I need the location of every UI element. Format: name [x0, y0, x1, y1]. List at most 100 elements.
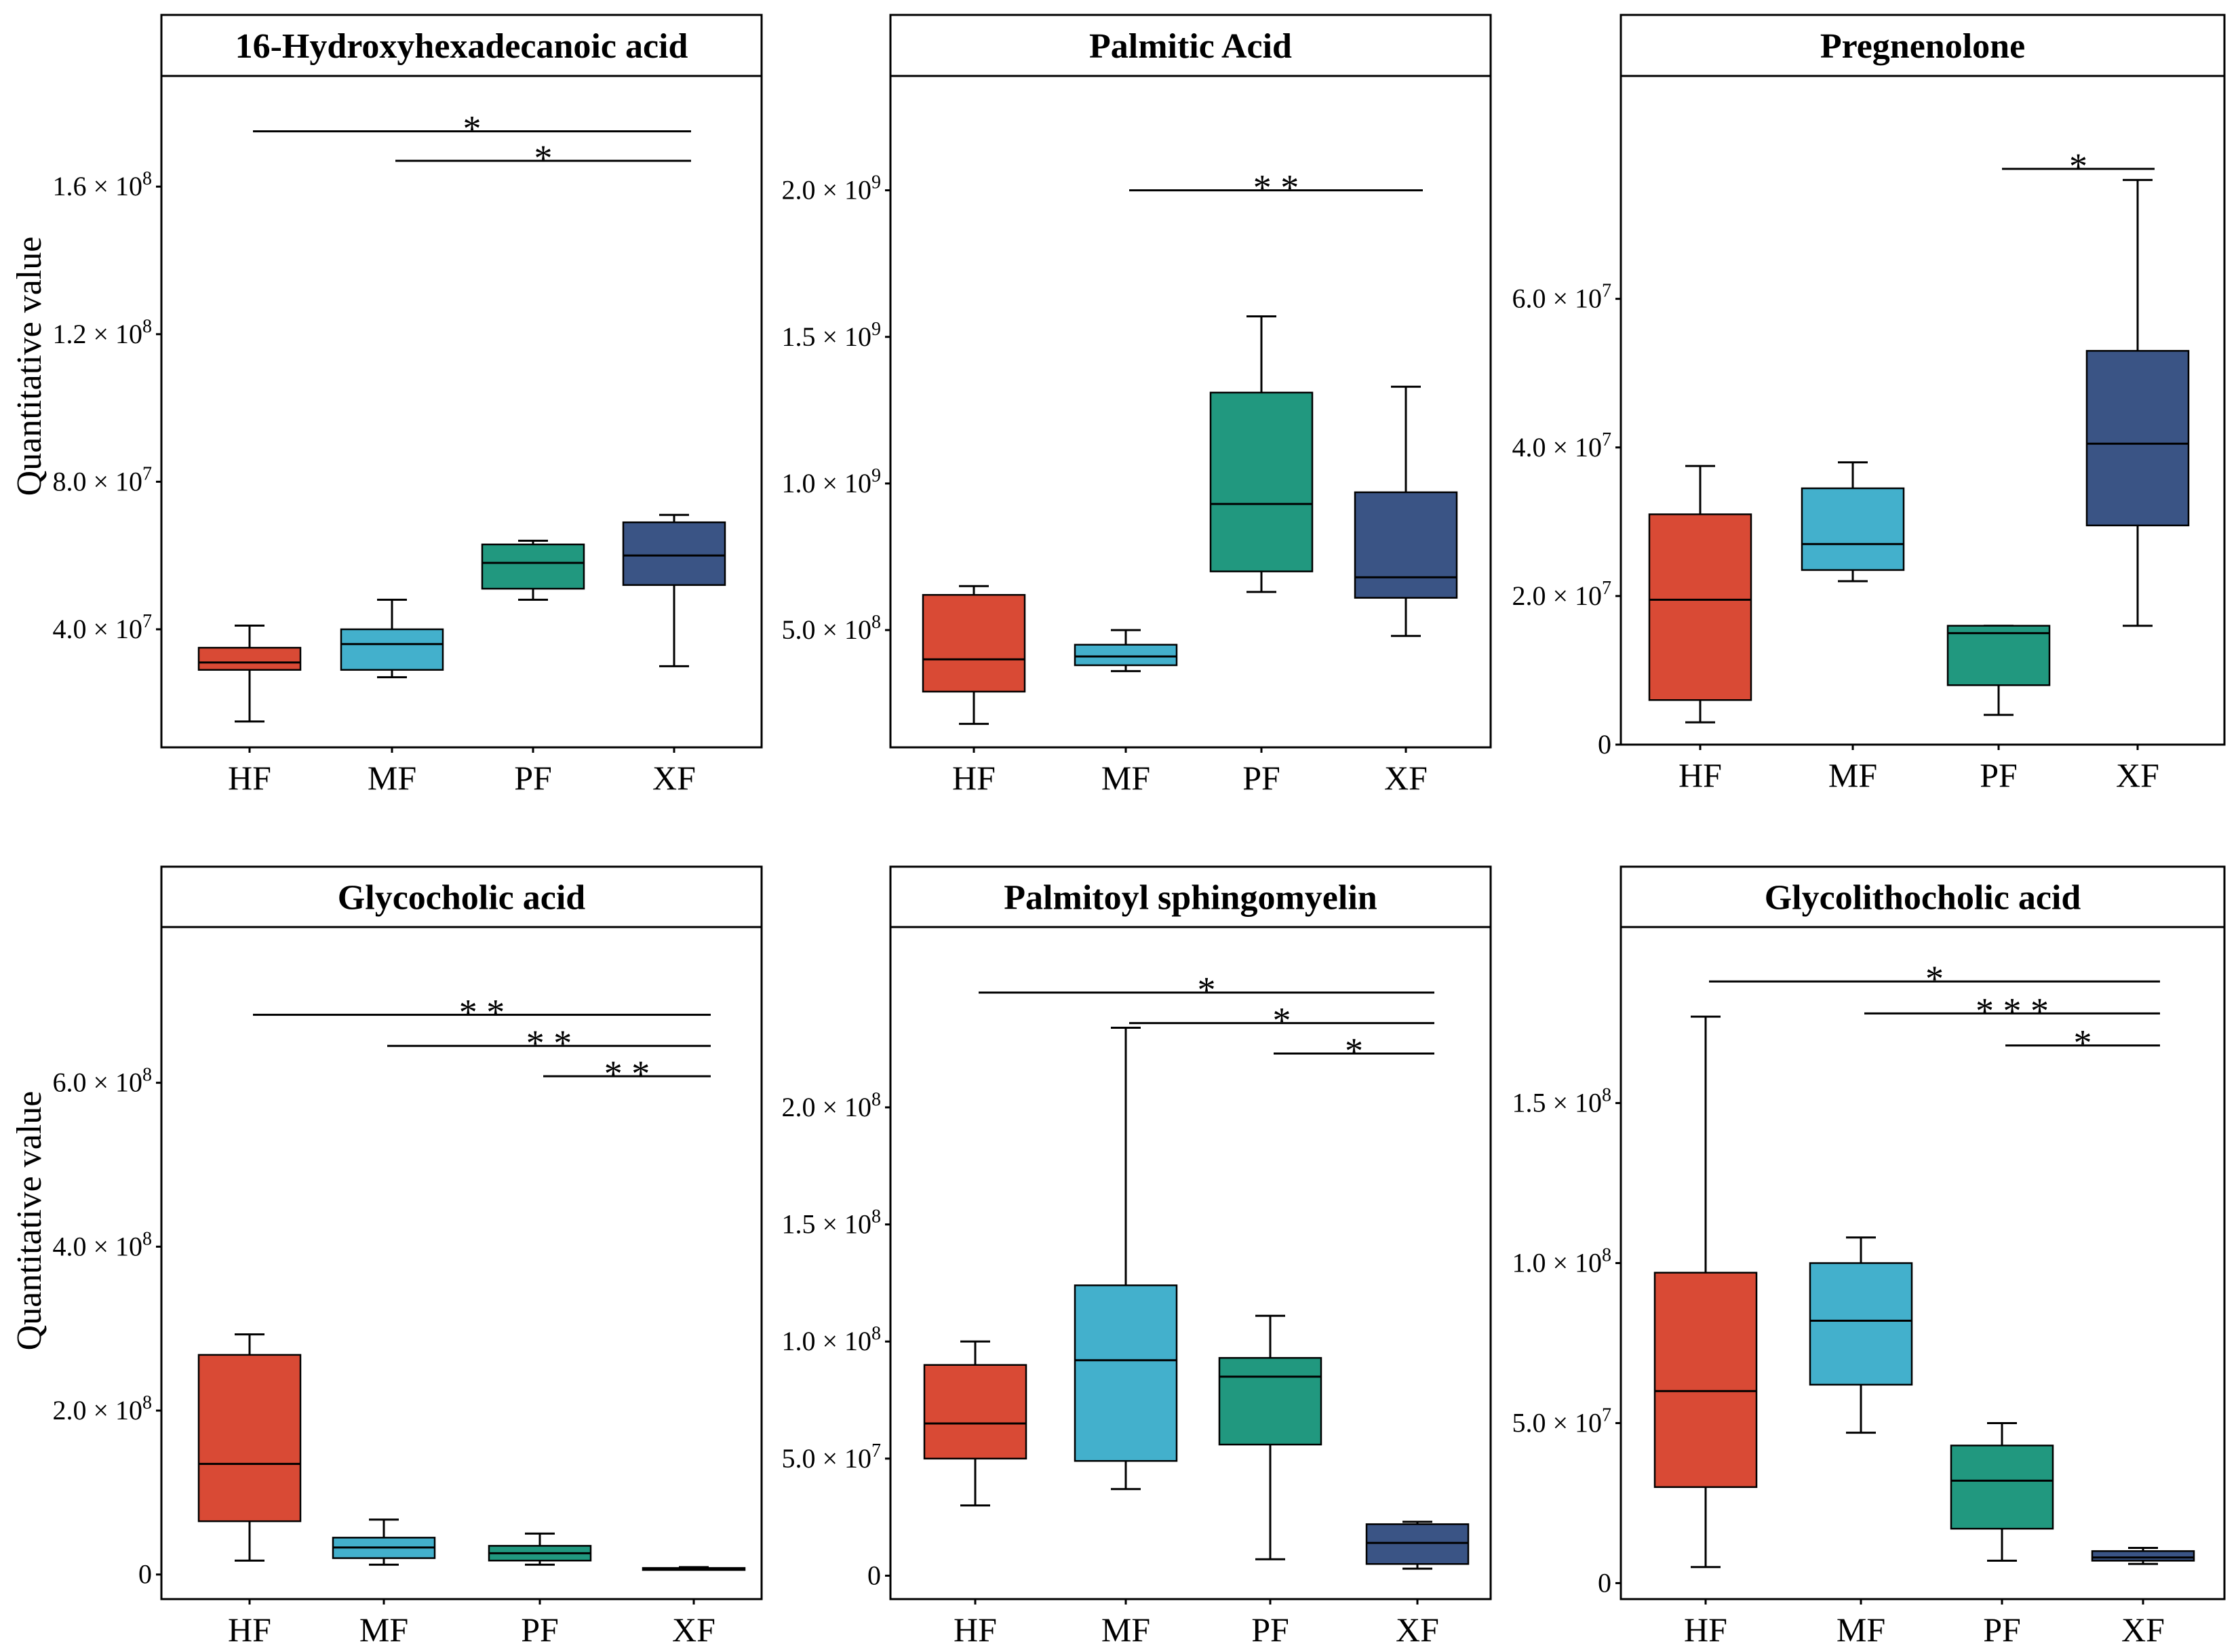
x-category-label: HF — [228, 1611, 271, 1649]
significance-bracket: * — [253, 109, 691, 149]
y-tick-label: 1.0 × 108 — [781, 1323, 881, 1356]
panels-layer: 16-Hydroxyhexadecanoic acid 4.0 × 107 8.0 … — [52, 14, 2226, 1649]
box-mf — [1074, 1026, 1178, 1491]
significance-bracket: * — [1129, 1000, 1434, 1041]
x-category-label: PF — [1242, 759, 1280, 797]
x-category-label: PF — [1983, 1611, 2021, 1649]
plot-area-frame — [889, 926, 1492, 1600]
box-xf — [642, 1566, 746, 1571]
significance-stars: * — [1345, 1030, 1363, 1071]
plot-area-frame — [889, 75, 1492, 749]
box-pf — [1209, 315, 1314, 593]
significance-stars: * — [2069, 146, 2087, 186]
box-pf — [1950, 1421, 2054, 1562]
y-tick-label: 6.0 × 107 — [1512, 281, 1611, 314]
box-body — [1218, 1357, 1322, 1446]
box-body — [1653, 1272, 1758, 1489]
y-axis-label-top-row: Quantitative value — [10, 237, 49, 496]
significance-bracket: * — [2005, 1023, 2160, 1063]
box-pf — [488, 1532, 592, 1566]
box-xf — [2085, 178, 2190, 627]
box-hf — [923, 1340, 1027, 1507]
y-tick-label: 6.0 × 108 — [52, 1065, 152, 1098]
box-hf — [1653, 1015, 1758, 1569]
box-mf — [1074, 629, 1178, 673]
significance-stars: * * — [604, 1053, 650, 1094]
box-body — [481, 543, 585, 590]
box-xf — [1365, 1520, 1470, 1570]
significance-bracket: * * — [387, 1023, 711, 1063]
significance-stars: * — [1198, 970, 1216, 1010]
box-body — [197, 646, 302, 671]
x-category-label: PF — [521, 1611, 559, 1649]
box-body — [1074, 644, 1178, 667]
significance-bracket: * * * — [1864, 990, 2160, 1031]
box-body — [1950, 1444, 2054, 1530]
significance-bracket: * — [395, 138, 691, 178]
y-tick-label: 1.0 × 109 — [781, 465, 881, 498]
y-tick-label: 2.0 × 108 — [781, 1089, 881, 1122]
y-tick-label: 2.0 × 108 — [52, 1392, 152, 1425]
significance-stars: * — [463, 109, 482, 149]
x-category-label: XF — [2121, 1611, 2165, 1649]
box-mf — [1801, 461, 1905, 583]
y-tick-label: 0 — [138, 1559, 152, 1590]
x-category-label: PF — [1251, 1611, 1289, 1649]
x-category-label: MF — [1101, 1611, 1150, 1649]
significance-bracket: * — [1709, 958, 2160, 999]
significance-stars: * — [1273, 1000, 1291, 1041]
x-category-label: XF — [2116, 756, 2159, 794]
significance-bracket: * * — [543, 1053, 711, 1094]
panel-title: Palmitic Acid — [1089, 27, 1292, 66]
panel-4: Glycocholic acid 0 2.0 × 108 4.0 × 108 6.0 ×… — [52, 865, 763, 1649]
y-tick-label: 4.0 × 108 — [52, 1228, 152, 1261]
panel-5: Palmitoyl sphingomyelin 0 5.0 × 107 1.0 × 1… — [781, 865, 1492, 1649]
box-pf — [481, 539, 585, 601]
box-mf — [1809, 1236, 1913, 1434]
box-xf — [622, 513, 726, 667]
x-category-label: PF — [514, 759, 552, 797]
box-body — [340, 628, 444, 671]
significance-stars: * * — [1253, 168, 1299, 208]
y-tick-label: 1.0 × 108 — [1512, 1245, 1611, 1278]
x-category-label: XF — [652, 759, 696, 797]
panel-2: Palmitic Acid 5.0 × 108 1.0 × 109 1.5 × 109… — [781, 14, 1492, 797]
y-tick-label: 1.2 × 108 — [52, 316, 152, 349]
panel-1: 16-Hydroxyhexadecanoic acid 4.0 × 107 8.0 … — [52, 14, 763, 797]
box-body — [1209, 391, 1314, 572]
box-hf — [1648, 465, 1752, 724]
box-xf — [2091, 1546, 2195, 1565]
panel-title: Glycocholic acid — [338, 879, 585, 918]
y-tick-label: 5.0 × 108 — [781, 612, 881, 645]
y-tick-label: 0 — [1598, 1567, 1611, 1598]
significance-bracket: * — [1274, 1030, 1434, 1071]
y-tick-label: 8.0 × 107 — [52, 463, 152, 496]
x-category-label: PF — [1980, 756, 2018, 794]
plot-area-frame — [160, 75, 763, 749]
x-category-label: MF — [1828, 756, 1877, 794]
box-body — [922, 593, 1026, 693]
y-tick-label: 1.5 × 109 — [781, 319, 881, 352]
panel-title: Glycolithocholic acid — [1765, 879, 2081, 918]
y-axis-label-bottom-row: Quantitative value — [10, 1091, 49, 1351]
x-category-label: XF — [1384, 759, 1428, 797]
y-tick-label: 5.0 × 107 — [1512, 1404, 1611, 1438]
y-tick-label: 4.0 × 107 — [1512, 429, 1611, 463]
x-category-label: HF — [954, 1611, 997, 1649]
x-category-label: HF — [1684, 1611, 1727, 1649]
box-hf — [197, 1333, 302, 1562]
box-body — [2085, 350, 2190, 527]
box-body — [1648, 513, 1752, 701]
panel-title: Palmitoyl sphingomyelin — [1004, 879, 1377, 918]
box-xf — [1354, 385, 1458, 637]
box-hf — [197, 624, 302, 723]
box-body — [1946, 625, 2051, 686]
x-category-label: HF — [952, 759, 996, 797]
plot-area-frame — [1619, 75, 2226, 746]
box-body — [1801, 487, 1905, 571]
significance-stars: * * — [526, 1023, 572, 1063]
x-category-label: MF — [1101, 759, 1150, 797]
significance-stars: * — [534, 138, 553, 178]
significance-bracket: * — [979, 970, 1434, 1010]
y-tick-label: 1.5 × 108 — [1512, 1085, 1611, 1118]
